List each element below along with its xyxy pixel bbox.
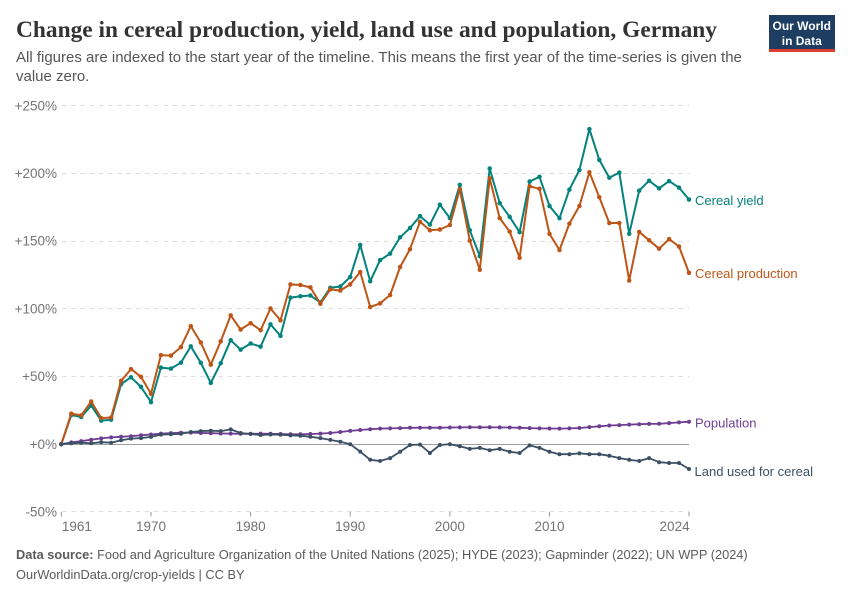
svg-text:+100%: +100% (15, 301, 57, 316)
svg-text:+250%: +250% (15, 98, 57, 113)
svg-text:Land used for cereal: Land used for cereal (695, 464, 814, 479)
svg-text:1990: 1990 (335, 519, 365, 534)
svg-text:+0%: +0% (30, 437, 57, 452)
svg-text:1980: 1980 (236, 519, 266, 534)
svg-text:2024: 2024 (660, 519, 691, 534)
svg-text:+200%: +200% (15, 166, 57, 181)
svg-text:2000: 2000 (435, 519, 465, 534)
svg-text:Cereal yield: Cereal yield (695, 193, 764, 208)
svg-text:1961: 1961 (62, 519, 92, 534)
svg-text:2010: 2010 (534, 519, 564, 534)
svg-text:Population: Population (695, 416, 756, 431)
svg-text:+150%: +150% (15, 234, 57, 249)
svg-text:Cereal production: Cereal production (695, 266, 798, 281)
svg-text:-50%: -50% (25, 505, 57, 520)
svg-text:+50%: +50% (22, 369, 57, 384)
svg-text:1970: 1970 (136, 519, 166, 534)
